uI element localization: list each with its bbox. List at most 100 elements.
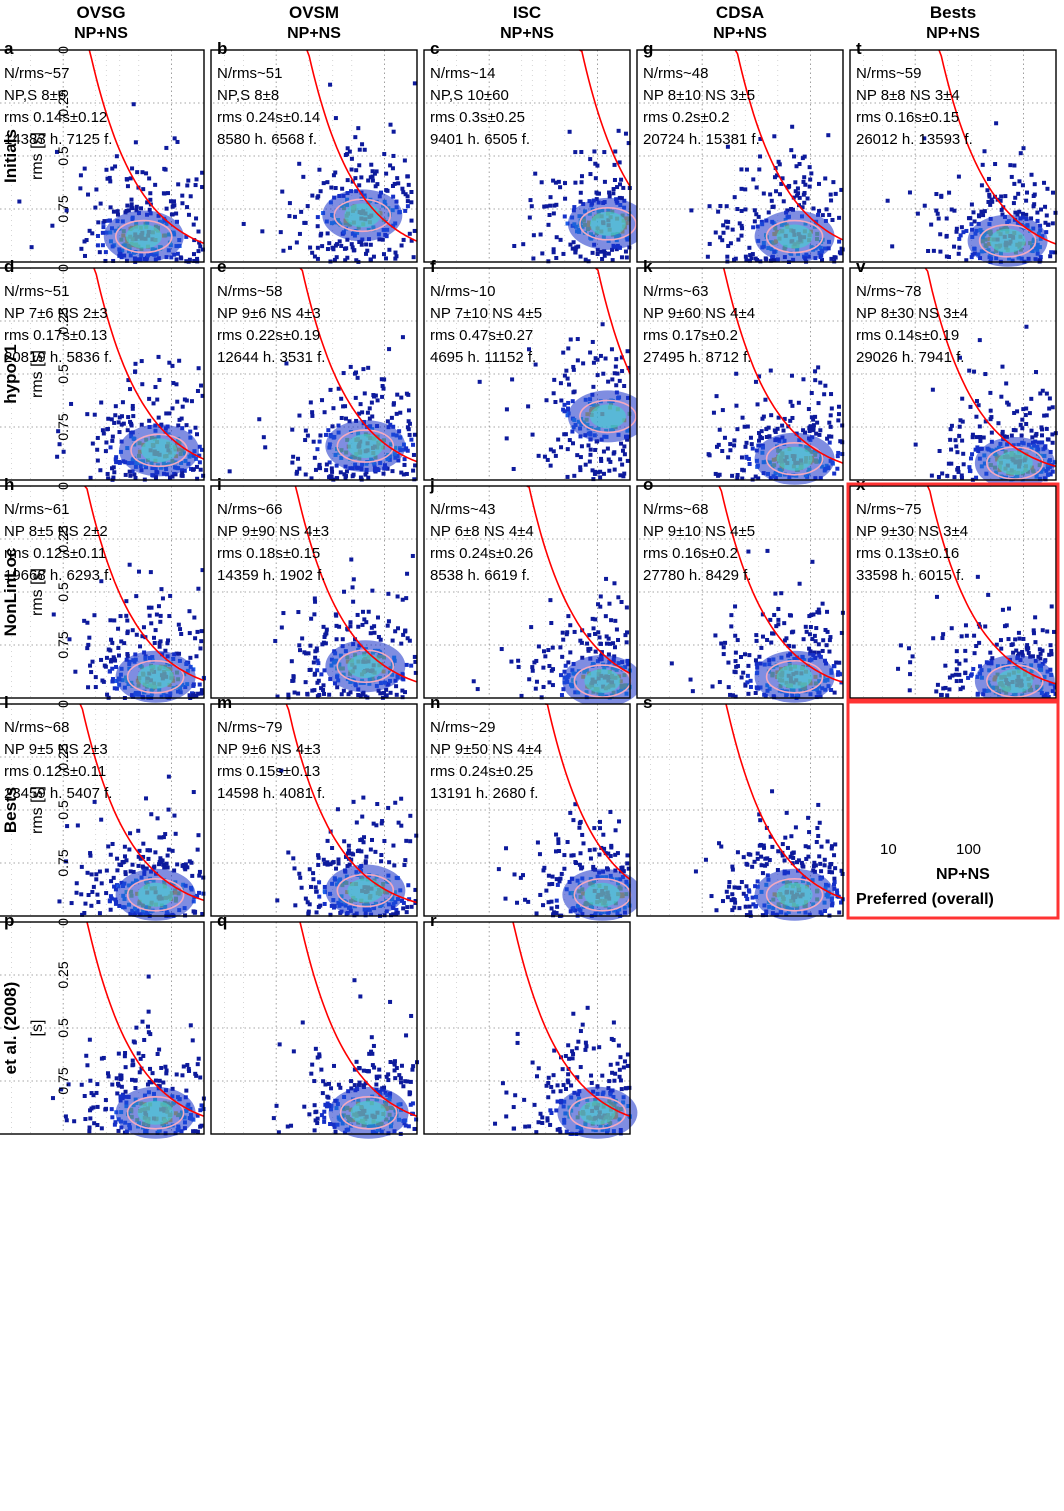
density-cell — [102, 680, 106, 684]
density-cell — [1017, 179, 1021, 183]
density-cell — [779, 591, 783, 595]
density-cell — [344, 417, 348, 421]
density-cell — [515, 901, 519, 905]
density-cell — [836, 454, 840, 458]
density-cell — [349, 557, 353, 561]
density-cell — [945, 234, 949, 238]
density-peak — [351, 1101, 387, 1125]
density-cell — [807, 407, 811, 411]
density-cell — [101, 225, 105, 229]
density-cell — [886, 199, 890, 203]
density-cell — [281, 249, 285, 253]
density-cell — [342, 839, 346, 843]
density-cell — [838, 439, 842, 443]
density-cell — [413, 229, 417, 233]
density-cell — [916, 212, 920, 216]
density-cell — [584, 1041, 588, 1045]
density-cell — [618, 182, 622, 186]
density-cell — [828, 862, 832, 866]
nrms-label: N/rms~58 — [217, 283, 282, 300]
density-cell — [593, 848, 597, 852]
density-cell — [85, 646, 89, 650]
density-cell — [620, 369, 624, 373]
density-cell — [85, 621, 89, 625]
density-cell — [513, 872, 517, 876]
density-peak — [590, 404, 626, 428]
density-cell — [809, 171, 813, 175]
density-cell — [531, 433, 535, 437]
density-cell — [175, 140, 179, 144]
density-cell — [275, 898, 279, 902]
density-cell — [196, 587, 200, 591]
density-cell — [818, 381, 822, 385]
density-cell — [613, 853, 617, 857]
density-cell — [108, 898, 112, 902]
density-cell — [309, 1072, 313, 1076]
density-cell — [711, 684, 715, 688]
density-cell — [330, 846, 334, 850]
density-cell — [260, 229, 264, 233]
density-cell — [603, 251, 607, 255]
density-cell — [821, 638, 825, 642]
density-cell — [190, 874, 194, 878]
density-cell — [358, 1066, 362, 1070]
density-cell — [572, 240, 576, 244]
density-cell — [572, 368, 576, 372]
density-cell — [155, 398, 159, 402]
density-cell — [391, 844, 395, 848]
density-cell — [762, 191, 766, 195]
density-cell — [358, 994, 362, 998]
density-cell — [745, 863, 749, 867]
counts-label: 26012 h. 13593 f. — [856, 131, 973, 148]
density-cell — [185, 183, 189, 187]
density-cell — [70, 901, 74, 905]
density-cell — [342, 689, 346, 693]
density-cell — [536, 840, 540, 844]
density-cell — [830, 406, 834, 410]
density-cell — [814, 626, 818, 630]
density-cell — [375, 182, 379, 186]
density-cell — [803, 155, 807, 159]
density-cell — [817, 209, 821, 213]
density-cell — [1043, 205, 1047, 209]
density-cell — [188, 656, 192, 660]
density-cell — [128, 470, 132, 474]
density-cell — [325, 180, 329, 184]
density-cell — [199, 639, 203, 643]
density-cell — [72, 1119, 76, 1123]
density-cell — [156, 1052, 160, 1056]
density-cell — [404, 192, 408, 196]
density-cell — [334, 186, 338, 190]
density-cell — [356, 613, 360, 617]
density-cell — [393, 182, 397, 186]
density-cell — [721, 408, 725, 412]
density-cell — [612, 1020, 616, 1024]
density-cell — [833, 880, 837, 884]
density-cell — [542, 685, 546, 689]
density-cell — [938, 250, 942, 254]
density-cell — [592, 361, 596, 365]
density-cell — [746, 550, 750, 554]
density-cell — [531, 669, 535, 673]
density-cell — [78, 186, 82, 190]
density-cell — [405, 572, 409, 576]
np-label: NP 8±10 NS 3±5 — [643, 87, 755, 104]
nrms-label: N/rms~14 — [430, 65, 495, 82]
rms-label: rms 0.18s±0.15 — [217, 545, 320, 562]
density-cell — [394, 684, 398, 688]
density-cell — [408, 839, 412, 843]
density-cell — [950, 208, 954, 212]
panel-letter: q — [217, 911, 227, 930]
density-cell — [88, 664, 92, 668]
counts-label: 27495 h. 8712 f. — [643, 349, 751, 366]
density-cell — [980, 183, 984, 187]
density-cell — [320, 398, 324, 402]
density-cell — [154, 1079, 158, 1083]
density-cell — [326, 247, 330, 251]
density-cell — [772, 134, 776, 138]
density-cell — [544, 889, 548, 893]
density-cell — [192, 223, 196, 227]
density-cell — [124, 872, 128, 876]
density-cell — [622, 1065, 626, 1069]
